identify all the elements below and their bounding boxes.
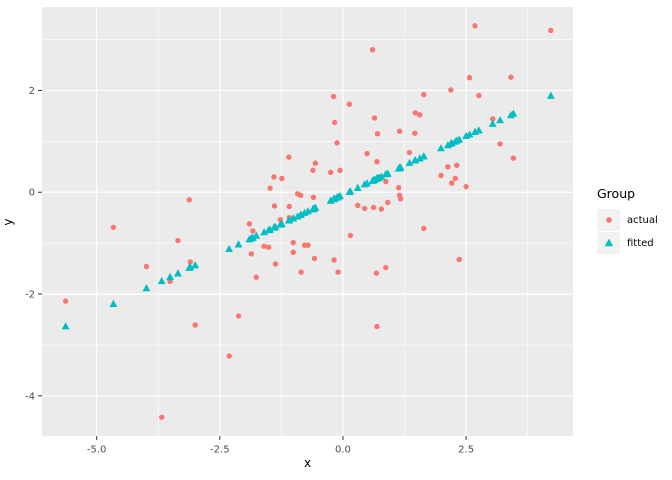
svg-text:-4: -4 <box>25 391 35 402</box>
legend-label-fitted: fitted <box>627 237 654 249</box>
svg-text:-5.0: -5.0 <box>87 445 107 456</box>
legend-title: Group <box>597 186 636 201</box>
actual-point-icon <box>605 217 612 223</box>
legend-item-fitted: fitted <box>597 232 658 254</box>
svg-text:-2.5: -2.5 <box>210 445 230 456</box>
svg-text:-2: -2 <box>25 290 35 301</box>
legend-label-actual: actual <box>627 214 658 226</box>
x-axis-title: x <box>303 456 312 470</box>
y-axis-title: y <box>1 218 15 226</box>
svg-text:0.0: 0.0 <box>335 445 351 456</box>
legend-item-actual: actual <box>597 209 658 231</box>
legend-key-actual <box>597 209 620 231</box>
svg-text:0: 0 <box>29 188 35 199</box>
legend: Group actual fitted <box>597 186 658 255</box>
legend-key-fitted <box>597 232 620 254</box>
fitted-triangle-icon <box>604 238 613 247</box>
svg-text:2.5: 2.5 <box>458 445 474 456</box>
svg-text:2: 2 <box>29 86 35 97</box>
